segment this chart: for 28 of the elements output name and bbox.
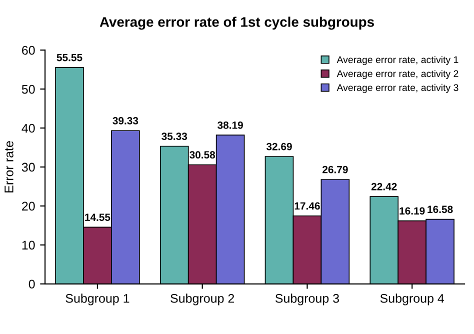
y-tick-label: 50 (22, 84, 35, 94)
chart-title: Average error rate of 1st cycle subgroups (100, 16, 374, 30)
y-tick-label: 20 (22, 202, 35, 211)
data-label: 26.79 (322, 166, 348, 174)
data-label: 32.69 (266, 142, 292, 150)
x-tick-label: Subgroup 1 (66, 294, 130, 306)
data-label: 30.58 (190, 151, 216, 159)
legend-label: Average error rate, activity 2 (336, 70, 458, 80)
x-tick-label: Subgroup 4 (380, 294, 444, 306)
y-tick-label: 10 (22, 240, 35, 250)
x-tick-label: Subgroup 3 (275, 294, 339, 306)
data-label: 39.33 (112, 117, 138, 124)
legend-label: Average error rate, activity 3 (336, 84, 458, 93)
y-tick-label: 0 (28, 280, 35, 289)
data-label: 35.33 (162, 132, 188, 140)
y-axis-title: Error rate (4, 141, 14, 192)
y-tick-label: 30 (22, 162, 35, 172)
data-label: 55.55 (56, 54, 82, 62)
data-label: 22.42 (371, 182, 397, 190)
data-label: 16.19 (400, 207, 425, 215)
y-tick-label: 40 (22, 124, 35, 133)
legend-label: Average error rate, activity 1 (336, 56, 458, 66)
data-label: 38.19 (218, 121, 243, 129)
x-tick-label: Subgroup 2 (170, 294, 234, 306)
data-label: 17.46 (294, 202, 320, 210)
data-label: 14.55 (85, 214, 110, 221)
y-tick-label: 60 (22, 46, 35, 55)
data-label: 16.58 (428, 206, 453, 214)
